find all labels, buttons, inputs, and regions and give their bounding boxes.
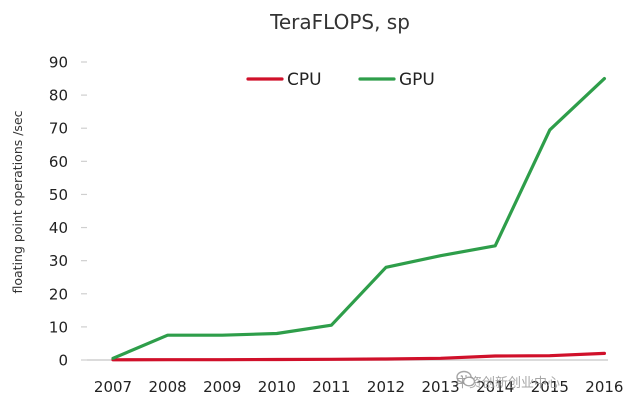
legend-label-gpu: GPU [399,70,435,90]
x-tick-label: 2015 [531,378,569,396]
y-tick-label: 60 [49,153,68,171]
series-line-cpu [111,351,607,362]
x-tick-label: 2008 [149,378,187,396]
y-tick-label: 70 [49,120,68,138]
legend-label-cpu: CPU [287,70,322,90]
y-tick-label: 30 [49,252,68,270]
x-tick-label: 2013 [422,378,460,396]
series-line-gpu [111,76,607,360]
watermark: 中资创新创业中心 [456,370,560,392]
x-tick-label: 2007 [94,378,132,396]
watermark-text: 中资创新创业中心 [456,375,561,391]
y-tick-label: 0 [58,352,68,370]
x-tick-label: 2016 [585,378,623,396]
y-tick-label: 50 [49,186,68,204]
x-tick-label: 2010 [258,378,296,396]
y-tick-label: 80 [49,87,68,105]
x-tick-label: 2009 [203,378,241,396]
x-tick-label: 2012 [367,378,405,396]
y-tick-label: 40 [49,219,68,237]
x-tick-label: 2011 [312,378,350,396]
y-tick-label: 20 [49,285,68,303]
y-axis-label: floating point operations /sec [10,110,25,293]
y-tick-label: 90 [49,54,68,72]
x-tick-label: 2014 [476,378,514,396]
chart-title: TeraFLOPS, sp [269,10,410,34]
wechat-icon [456,370,476,387]
y-tick-label: 10 [49,318,68,336]
